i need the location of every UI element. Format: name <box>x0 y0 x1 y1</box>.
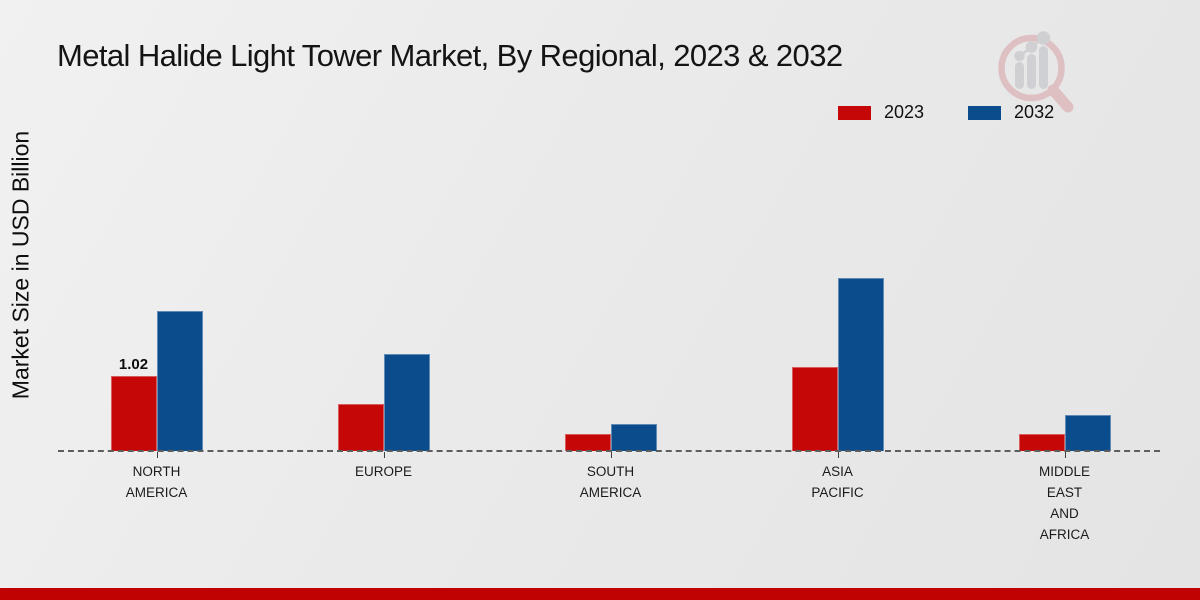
legend: 2023 2032 <box>838 102 1054 123</box>
legend-label-2023: 2023 <box>884 102 925 122</box>
legend-swatch-2023 <box>838 105 871 120</box>
bar-2032-north-america <box>156 311 203 451</box>
bar-2032-south-america <box>610 424 657 451</box>
legend-label-2032: 2032 <box>1014 102 1055 122</box>
axis-tick-middle-east-and-africa <box>1064 452 1066 458</box>
footer-strip <box>0 588 1200 600</box>
bar-2032-europe <box>383 354 430 451</box>
category-label-asia-pacific: ASIA PACIFIC <box>811 464 864 500</box>
axis-tick-europe <box>383 452 385 458</box>
category-label-europe: EUROPE <box>354 464 413 479</box>
category-label-north-america: NORTH AMERICA <box>125 464 188 500</box>
axis-tick-asia-pacific <box>837 452 839 458</box>
category-label-middle-east-and-africa: MIDDLE EAST AND AFRICA <box>1038 464 1091 542</box>
category-label-south-america: SOUTH AMERICA <box>579 464 642 500</box>
legend-swatch-2032 <box>968 105 1002 120</box>
bar-2023-north-america <box>110 376 157 451</box>
axis-tick-north-america <box>156 452 158 458</box>
bar-2023-asia-pacific <box>791 367 838 451</box>
chart-title: Metal Halide Light Tower Market, By Regi… <box>57 38 843 73</box>
legend-item-2023: 2023 <box>838 102 924 123</box>
bar-value-label: 1.02 <box>118 356 149 373</box>
bar-2023-middle-east-and-africa <box>1018 434 1065 451</box>
legend-item-2032: 2032 <box>968 102 1054 123</box>
bar-2032-asia-pacific <box>837 278 884 451</box>
axis-tick-south-america <box>610 452 612 458</box>
x-axis-line <box>58 450 1160 452</box>
watermark-logo <box>993 26 1085 127</box>
magnifier-chart-icon <box>998 31 1074 113</box>
bar-2032-middle-east-and-africa <box>1064 415 1111 451</box>
bar-2023-south-america <box>564 434 611 451</box>
bar-2023-europe <box>337 404 384 451</box>
